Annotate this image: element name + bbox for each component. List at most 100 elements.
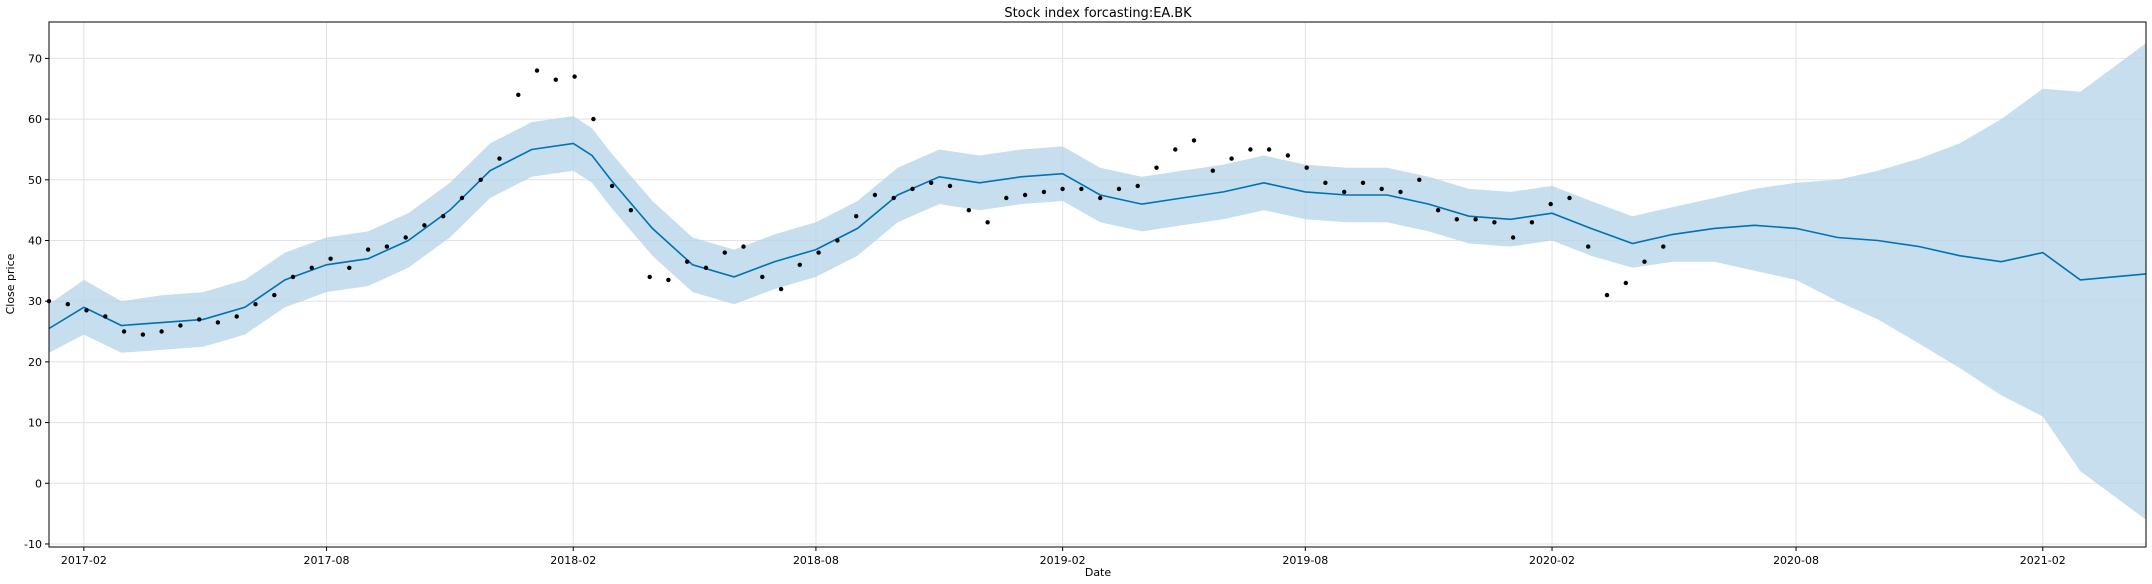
observed-point [1398,189,1403,195]
observed-point [215,320,221,325]
observed-point [1454,217,1460,222]
observed-point [1173,147,1178,152]
observed-point [666,277,671,283]
observed-point [591,116,596,122]
observed-point [1492,220,1497,225]
x-axis-label: Date [1085,566,1112,579]
observed-point [741,244,746,249]
observed-point [178,323,183,328]
observed-point [1548,201,1553,207]
observed-point [65,302,71,307]
observed-point [1661,244,1666,249]
observed-point [1473,217,1478,222]
observed-point [1379,186,1384,192]
observed-point [816,250,821,255]
observed-point [1079,186,1084,192]
x-tick-label: 2020-02 [1529,554,1575,567]
observed-point [121,329,127,334]
observed-point [1004,195,1009,201]
observed-point [441,214,446,219]
x-tick-label: 2017-08 [304,554,350,567]
observed-point [1323,180,1328,185]
observed-point [1116,186,1122,192]
uncertainty-band-layer [49,43,2146,520]
y-tick-label: 70 [28,52,42,65]
observed-point [403,235,408,240]
observed-point [497,156,502,161]
observed-point [760,274,765,280]
forecast-line [48,142,2147,330]
observed-point [872,192,878,198]
observed-point [1285,153,1291,158]
uncertainty-band [49,43,2146,520]
observed-point [778,286,784,292]
y-tick-label: 20 [28,356,42,369]
observed-point [290,274,296,280]
y-tick-label: 10 [28,417,42,430]
observed-point [1642,259,1647,264]
observed-point [1342,189,1347,195]
y-tick-label: 50 [28,174,42,187]
observed-point [910,186,915,192]
x-tick-label: 2019-02 [1040,554,1086,567]
observed-point [384,244,390,249]
observed-point [835,238,840,243]
observed-point [478,177,483,182]
y-tick-label: 30 [28,295,42,308]
x-tick-label: 2019-08 [1282,554,1328,567]
observed-point [1210,168,1216,173]
x-tick-label: 2020-08 [1773,554,1819,567]
observed-point [722,250,727,255]
observed-point [140,332,146,337]
observed-point [929,180,934,185]
x-tick-label: 2018-08 [793,554,839,567]
observed-point [1022,192,1028,198]
observed-point [534,68,540,73]
observed-point [1510,235,1516,240]
x-tick-label: 2021-02 [2020,554,2066,567]
observed-point [1229,156,1234,161]
observed-point [365,247,371,252]
observed-points-layer [46,68,1666,337]
observed-point [516,92,521,98]
observed-point [459,195,465,201]
observed-point [253,302,258,307]
y-tick-label: 60 [28,113,42,126]
observed-point [1098,195,1103,201]
observed-point [84,308,89,313]
observed-point [347,265,352,270]
observed-point [1417,177,1422,182]
x-axis-ticks: 2017-02 2017-08 2018-02 2018-08 2019-02 2019-… [61,547,2066,567]
observed-point [553,77,558,82]
observed-point [1604,292,1610,298]
plot-frame [48,21,2147,548]
observed-point [797,262,802,267]
y-tick-label: 0 [35,477,42,490]
observed-point [422,223,427,228]
observed-point [609,183,615,189]
observed-point [1304,165,1309,170]
observed-point [234,314,239,319]
observed-point [628,208,634,213]
observed-point [1248,147,1253,152]
observed-point [572,74,577,79]
observed-point [328,256,333,261]
observed-point [1154,165,1159,170]
observed-point [647,274,652,280]
y-tick-label: 40 [28,234,42,247]
observed-point [309,265,314,270]
y-tick-label: -10 [24,538,42,551]
forecast-line-layer [48,142,2147,330]
observed-point [1041,189,1047,195]
observed-point [1060,186,1065,192]
observed-point [159,329,164,334]
observed-point [1266,147,1272,152]
observed-point [685,259,690,264]
observed-point [703,265,709,270]
x-tick-label: 2017-02 [61,554,107,567]
observed-point [272,292,277,298]
y-axis-label: Close price [4,253,17,314]
observed-point [1191,138,1197,143]
observed-point [1586,244,1591,249]
